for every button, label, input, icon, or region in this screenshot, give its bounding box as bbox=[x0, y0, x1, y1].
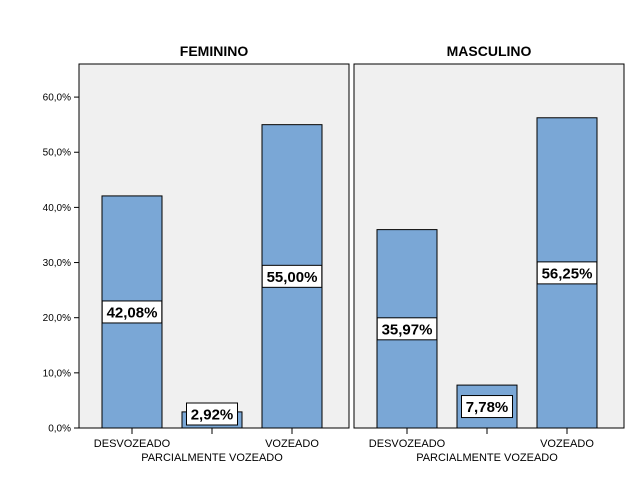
x-category-label: DESVOZEADO bbox=[94, 438, 171, 450]
panel-title: FEMININO bbox=[180, 43, 249, 59]
x-category-label: PARCIALMENTE VOZEADO bbox=[416, 452, 558, 464]
y-tick-label: 20,0% bbox=[43, 313, 71, 324]
data-label-box bbox=[376, 317, 438, 341]
data-label: 2,92% bbox=[191, 407, 234, 424]
data-label: 42,08% bbox=[107, 304, 158, 321]
y-tick-label: 30,0% bbox=[43, 258, 71, 269]
data-label: 7,78% bbox=[466, 399, 509, 416]
y-tick-label: 40,0% bbox=[43, 203, 71, 214]
data-label: 56,25% bbox=[542, 265, 593, 282]
data-label-box bbox=[261, 264, 323, 288]
x-category-label: VOZEADO bbox=[265, 438, 319, 450]
panel-masculino: MASCULINO 35,97% 7,78% 56,25% DESVOZEADO PARC… bbox=[353, 43, 625, 464]
panel-feminino: FEMININO 42,08% 2,92% 55,00% DESVOZEADO PARCI… bbox=[78, 43, 350, 464]
data-label: 35,97% bbox=[382, 321, 433, 338]
data-label: 55,00% bbox=[267, 269, 318, 286]
x-category-label: DESVOZEADO bbox=[369, 438, 446, 450]
x-category-label: PARCIALMENTE VOZEADO bbox=[141, 452, 283, 464]
y-tick-label: 10,0% bbox=[43, 368, 71, 379]
data-label-box bbox=[101, 300, 163, 324]
y-tick-label: 50,0% bbox=[43, 148, 71, 159]
x-category-label: VOZEADO bbox=[540, 438, 594, 450]
data-label-box bbox=[461, 395, 513, 419]
panel-title: MASCULINO bbox=[447, 43, 532, 59]
y-tick-label: 60,0% bbox=[43, 93, 71, 104]
data-label-box bbox=[536, 261, 598, 285]
y-tick-label: 0,0% bbox=[48, 424, 71, 435]
data-label-box bbox=[186, 402, 238, 426]
